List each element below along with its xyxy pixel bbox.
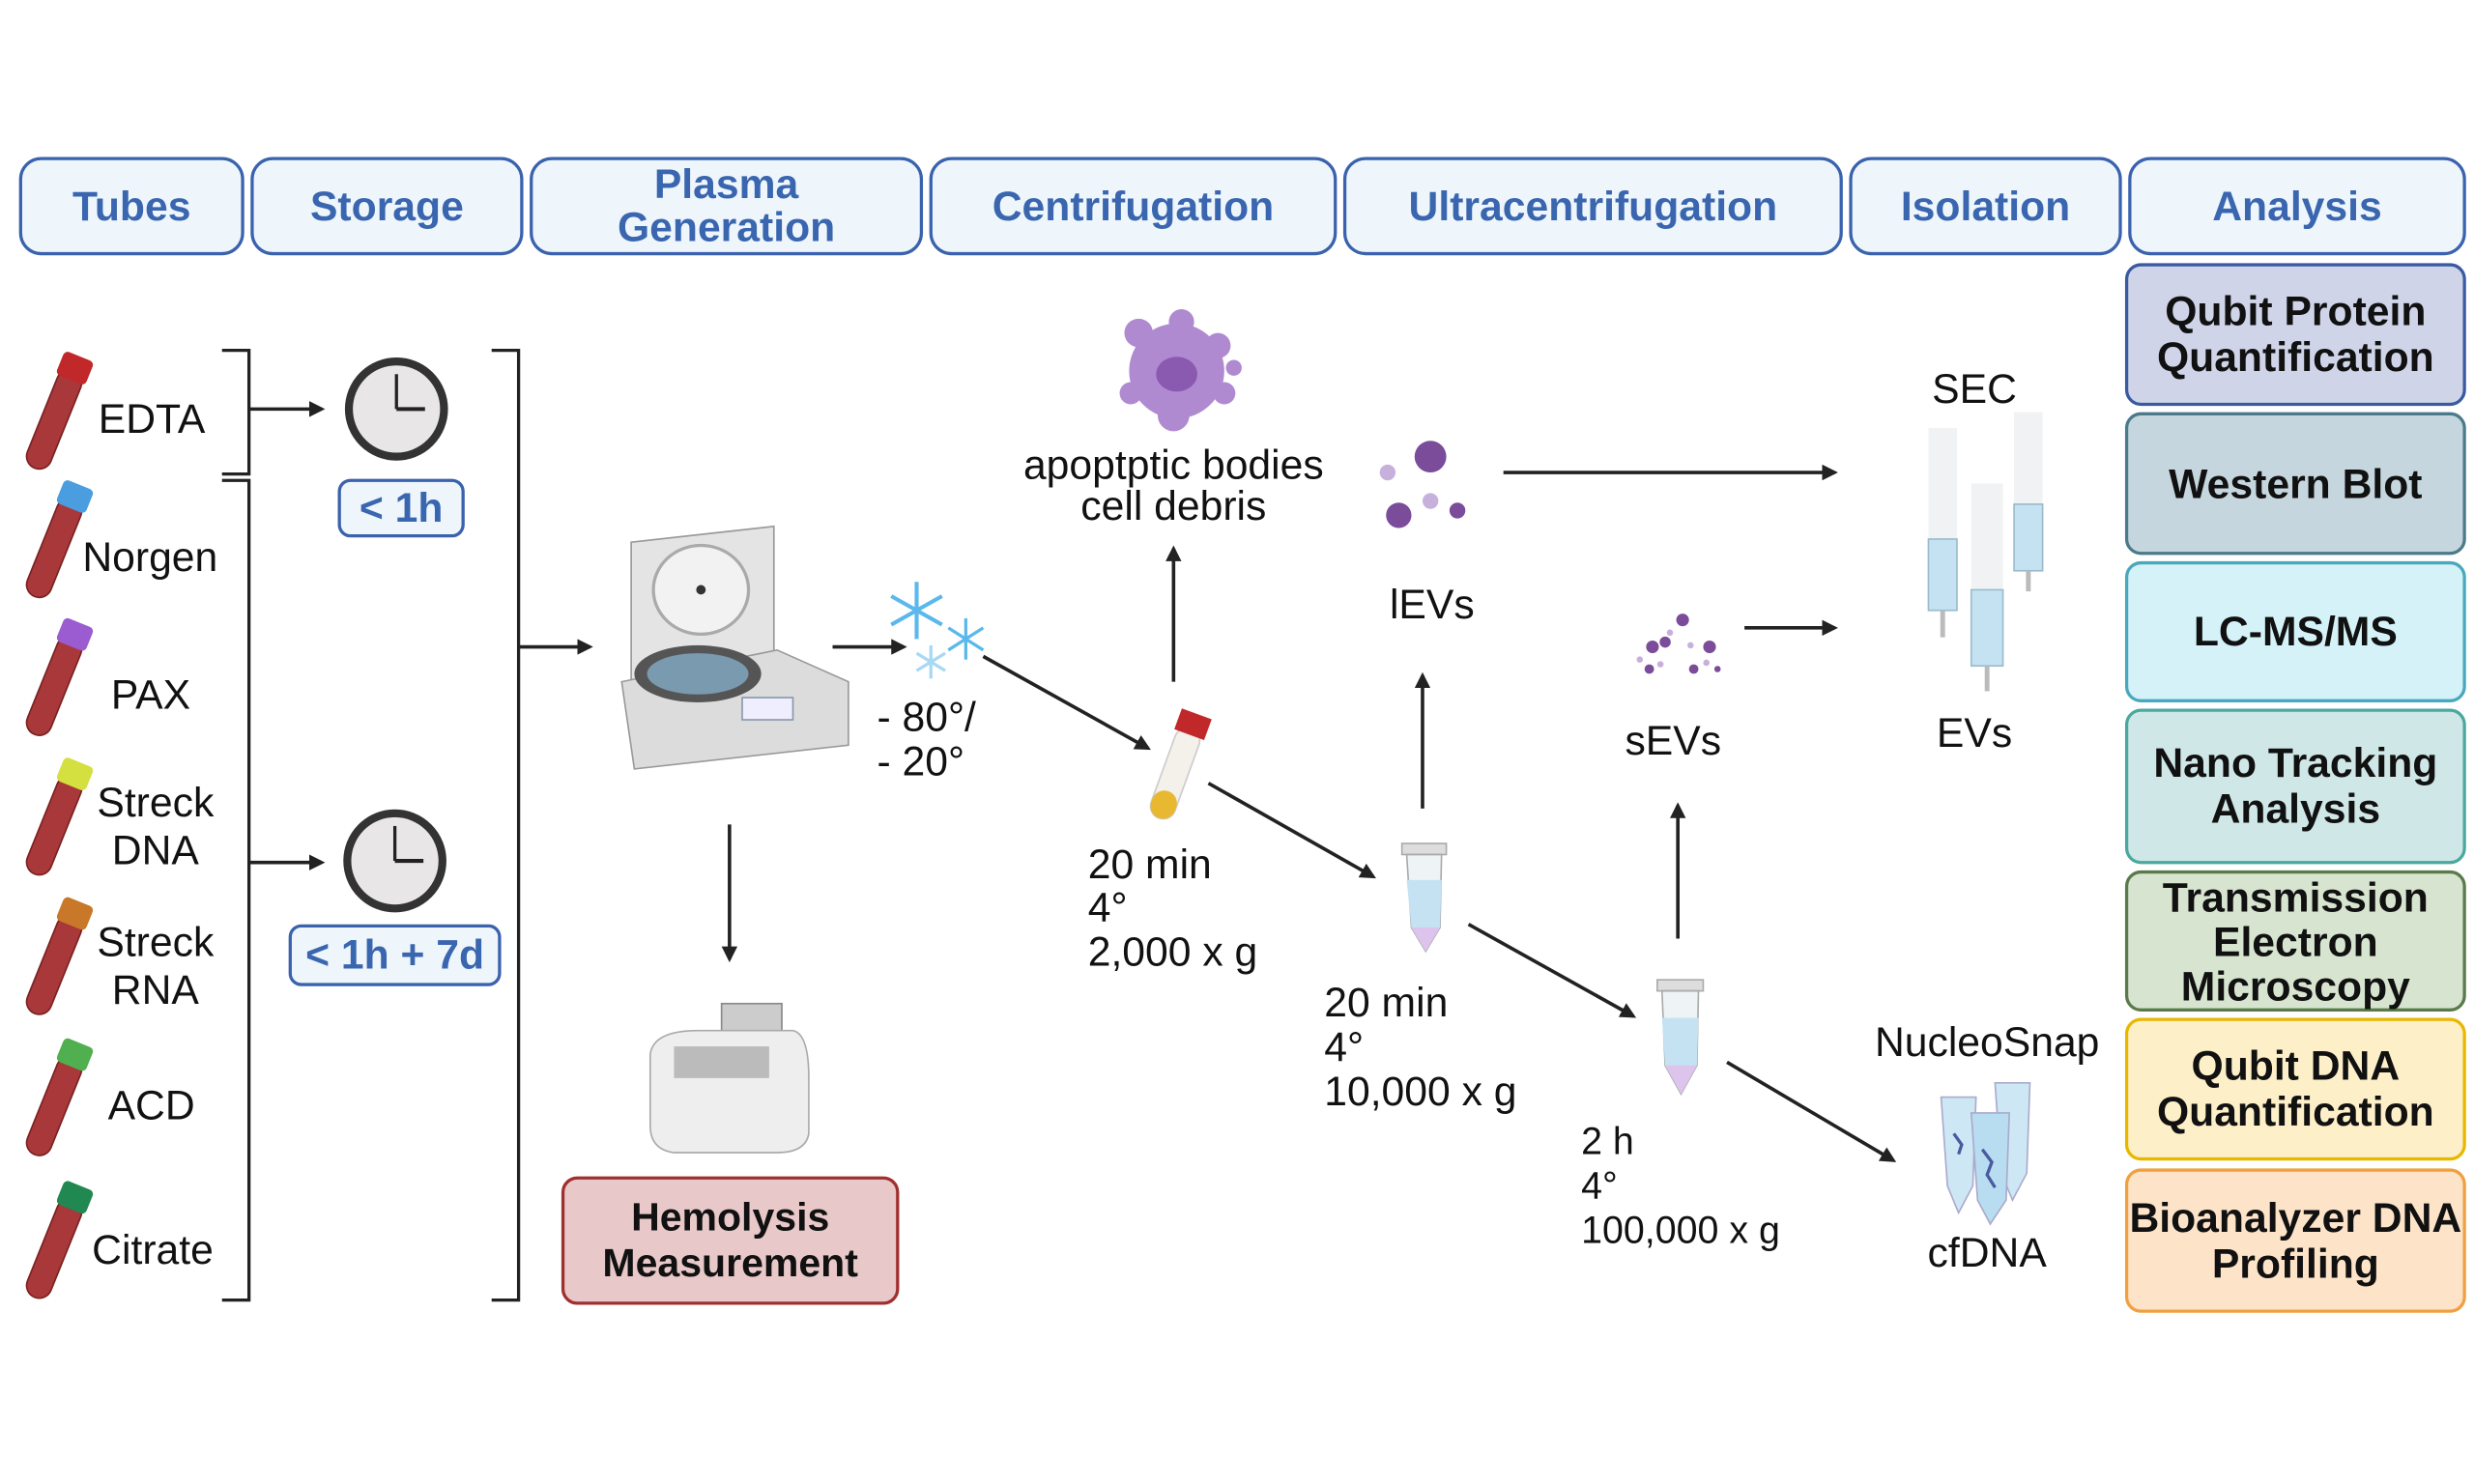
brackets	[221, 349, 521, 1302]
analysis-western-blot: Western Blot	[2124, 412, 2466, 556]
clock-icon	[344, 357, 448, 461]
header-isolation: Isolation	[1849, 157, 2122, 256]
apoptotic-label: cell debris	[1080, 481, 1267, 530]
spin-temp: 4°	[1324, 1022, 1365, 1070]
evs-label: EVs	[1936, 708, 2013, 756]
spin-force: 100,000 x g	[1581, 1210, 1780, 1253]
spin-time: 20 min	[1324, 978, 1449, 1026]
blood-tube-icon	[25, 352, 94, 471]
tube-label: PAX	[110, 671, 191, 719]
sec-columns-icon	[1927, 412, 2044, 692]
hemolysis-measurement-box: Hemolysis Measurement	[561, 1176, 900, 1305]
blood-tube-icon	[25, 897, 94, 1015]
tube-cap	[56, 480, 94, 513]
microtube-icon	[1656, 979, 1705, 1096]
analysis-qubit-dna: Qubit DNA Quantification	[2124, 1017, 2466, 1161]
arrows	[248, 401, 1897, 1162]
blood-tube-icon	[25, 480, 94, 599]
tube-cap	[56, 1181, 94, 1214]
spectrophotometer-icon	[648, 1002, 810, 1154]
blood-tube-icon	[25, 757, 94, 876]
tube-cap	[56, 617, 94, 651]
blood-tube-icon	[25, 1038, 94, 1156]
arrow	[1207, 782, 1376, 879]
arrow	[1726, 1060, 1897, 1162]
arrow	[1467, 923, 1637, 1018]
storage-time-badge: < 1h	[337, 478, 465, 538]
small-ev-particles-icon	[1636, 614, 1721, 674]
tube-cap	[56, 897, 94, 930]
analysis-lc-ms-ms: LC-MS/MS	[2124, 560, 2466, 702]
levs-label: lEVs	[1389, 580, 1475, 628]
bracket-others	[221, 478, 251, 1302]
sevs-label: sEVs	[1625, 716, 1722, 764]
microtube-icon	[1400, 842, 1448, 954]
storage-time-badge: < 1h + 7d	[288, 924, 502, 986]
bracket-all	[491, 349, 521, 1302]
header-tubes: Tubes	[18, 157, 245, 256]
blood-tube-icons	[25, 352, 94, 1299]
snowflake-icon	[890, 582, 985, 679]
large-ev-particles-icon	[1379, 441, 1466, 528]
tube-label: EDTA	[98, 394, 206, 442]
sec-label: SEC	[1932, 364, 2017, 413]
apoptotic-cell-icon	[1119, 308, 1242, 432]
bracket-edta	[221, 349, 251, 476]
spin-temp: 4°	[1087, 883, 1128, 931]
analysis-qubit-protein: Qubit Protein Quantification	[2124, 263, 2466, 407]
spin-force: 10,000 x g	[1324, 1067, 1517, 1115]
nucleosnap-tubes-icon	[1940, 1081, 2031, 1226]
cfdna-label: cfDNA	[1927, 1228, 2047, 1277]
tube-cap	[56, 1038, 94, 1071]
header-ultracentrifugation: Ultracentrifugation	[1342, 157, 1843, 256]
tube-label: Citrate	[92, 1225, 214, 1273]
analysis-nano-tracking: Nano Tracking Analysis	[2124, 708, 2466, 865]
tube-label: Norgen	[82, 532, 218, 581]
analysis-bioanalyzer: Bioanalyzer DNA Profiling	[2124, 1168, 2466, 1313]
freeze-temp: - 80°/	[877, 693, 976, 741]
arrow	[982, 654, 1151, 751]
header-storage: Storage	[250, 157, 524, 256]
blood-tube-icon	[25, 617, 94, 736]
spin-force: 2,000 x g	[1087, 927, 1258, 976]
centrifuge-icon	[620, 525, 849, 770]
nucleosnap-label: NucleoSnap	[1874, 1017, 2100, 1066]
blood-tube-icon	[25, 1181, 94, 1299]
tube-label: ACD	[107, 1081, 195, 1129]
centrifuge-tube-icon	[1149, 708, 1212, 820]
clock-icon	[343, 809, 446, 913]
spin-time: 20 min	[1087, 840, 1212, 888]
analysis-tem: Transmission Electron Microscopy	[2124, 870, 2466, 1012]
apoptotic-label: apoptptic bodies	[1022, 441, 1324, 489]
tube-cap	[56, 757, 94, 790]
spin-temp: 4°	[1581, 1165, 1618, 1209]
header-analysis: Analysis	[2128, 157, 2466, 256]
spin-time: 2 h	[1581, 1121, 1634, 1164]
tube-label: Streck DNA	[97, 778, 215, 874]
tube-label: Streck RNA	[97, 918, 215, 1013]
freeze-temp: - 20°	[877, 737, 965, 785]
tube-cap	[56, 352, 94, 385]
header-plasma-generation: Plasma Generation	[530, 157, 924, 256]
header-centrifugation: Centrifugation	[929, 157, 1338, 256]
